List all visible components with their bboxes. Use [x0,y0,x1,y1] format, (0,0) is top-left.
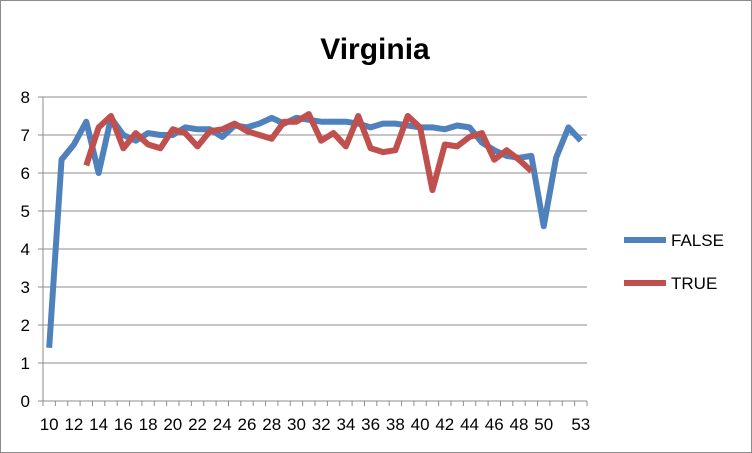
x-tick-label: 26 [238,415,257,434]
y-tick-label: 5 [21,202,30,221]
x-tick-label: 20 [163,415,182,434]
x-tick-label: 32 [312,415,331,434]
y-tick-label: 2 [21,316,30,335]
x-tick-label: 10 [40,415,59,434]
y-tick-label: 4 [21,240,30,259]
x-tick-label: 14 [89,415,108,434]
x-tick-label: 18 [139,415,158,434]
x-tick-labels: 10 12 14 16 18 20 22 24 26 28 30 32 34 36 38 40 42 44 46 48… [40,415,591,434]
x-tick-label: 38 [386,415,405,434]
y-tick-label: 0 [21,392,30,411]
series-lines [46,111,584,348]
x-tick-label: 42 [435,415,454,434]
y-tick-labels: 0 1 2 3 4 5 6 7 8 [21,88,30,411]
x-tick-label: 16 [114,415,133,434]
x-tick-label: 28 [262,415,281,434]
legend-label-true: TRUE [671,274,717,293]
legend: FALSE TRUE [624,231,724,293]
y-tick-label: 1 [21,354,30,373]
x-tick-label: 12 [64,415,83,434]
y-tick-label: 8 [21,88,30,107]
x-tick-label: 40 [411,415,430,434]
x-tick-label: 30 [287,415,306,434]
x-tick-label: 50 [534,415,553,434]
chart-title: Virginia [320,33,430,66]
series-line-true [83,111,534,194]
y-tick-label: 3 [21,278,30,297]
y-tick-label: 6 [21,164,30,183]
x-tick-label: 36 [361,415,380,434]
x-tick-label: 44 [460,415,479,434]
x-tick-label: 24 [213,415,232,434]
legend-label-false: FALSE [671,231,724,250]
x-tick-label: 48 [510,415,529,434]
axes [42,97,588,406]
x-tick-label: 34 [336,415,355,434]
x-tick-label: 46 [485,415,504,434]
x-tick-label: 22 [188,415,207,434]
x-tick-label: 53 [571,415,590,434]
y-tick-label: 7 [21,126,30,145]
